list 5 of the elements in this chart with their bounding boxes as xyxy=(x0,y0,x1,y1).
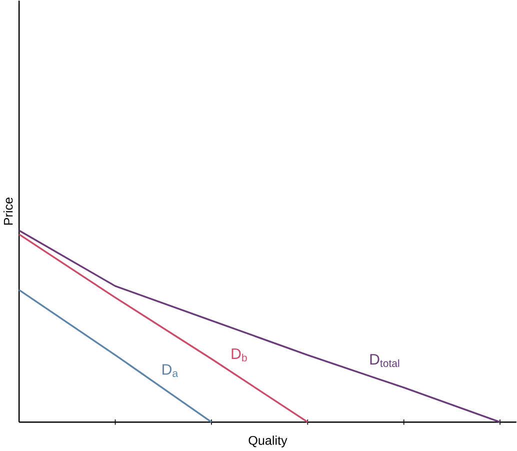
series-label: D$_{total}$ xyxy=(370,354,400,368)
x-axis-title: Quality xyxy=(248,436,288,448)
series-label: D$_{a}$ xyxy=(162,364,178,378)
y-axis-title: Price xyxy=(4,198,13,225)
series-label: D$_{b}$ xyxy=(232,348,247,362)
